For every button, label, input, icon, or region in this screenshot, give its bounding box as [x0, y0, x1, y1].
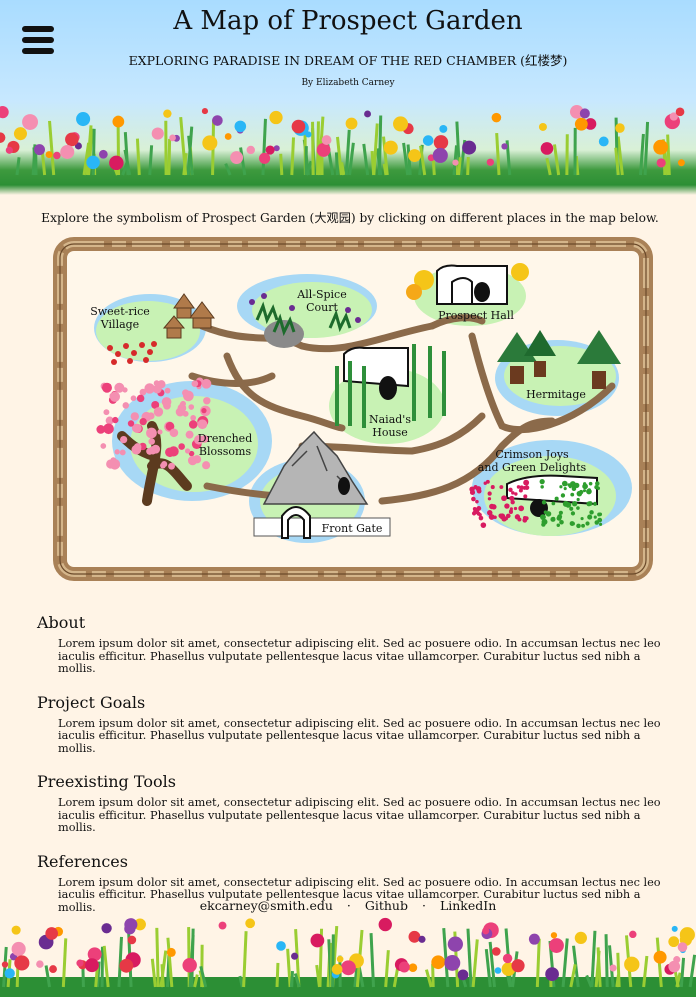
hamburger-menu-icon[interactable] [22, 26, 54, 54]
references-section: References Lorem ipsum dolor sit amet, c… [37, 851, 677, 915]
place-label: Crimson Joys [495, 448, 569, 461]
cherry-tree-icon [96, 377, 212, 506]
project-goals-section: Project Goals Lorem ipsum dolor sit amet… [37, 692, 677, 756]
footer-separator: · [346, 898, 351, 913]
gate-arch-icon [281, 506, 311, 539]
page-title: A Map of Prospect Garden [173, 6, 523, 36]
footer: ekcarney@smith.edu · Github · LinkedIn [0, 898, 696, 913]
place-label: Naiad's [369, 413, 411, 426]
place-sweet-rice-village[interactable]: Sweet-rice Village [90, 293, 215, 365]
place-label: Drenched [198, 432, 252, 445]
bamboo-house-icon [335, 344, 446, 428]
flower-border-top [0, 105, 685, 176]
about-section: About Lorem ipsum dolor sit amet, consec… [37, 612, 677, 676]
garden-map: Sweet-rice Village All-Spice Court Prosp… [53, 237, 653, 581]
place-drenched-blossoms[interactable]: Drenched Blossoms [96, 377, 252, 506]
section-heading: Preexisting Tools [37, 772, 176, 791]
page-subtitle: EXPLORING PARADISE IN DREAM OF THE RED C… [128, 53, 568, 68]
pine-trees-icon [497, 330, 621, 389]
place-label: All-Spice [296, 288, 346, 301]
place-label: Court [306, 301, 338, 314]
section-heading: About [37, 613, 86, 632]
footer-separator: · [421, 898, 426, 913]
place-label: Village [100, 318, 139, 331]
place-prospect-hall[interactable]: Prospect Hall [406, 263, 529, 322]
hut-icon [162, 293, 215, 339]
author-byline: By Elizabeth Carney [301, 78, 395, 88]
place-crimson-joys-green-delights[interactable]: Crimson Joys and Green Delights [469, 448, 603, 529]
place-label: House [372, 426, 407, 439]
place-label: Hermitage [526, 388, 586, 401]
rice-field-icon [107, 341, 157, 365]
rock-mountain-icon [262, 430, 369, 505]
section-body: Lorem ipsum dolor sit amet, consectetur … [58, 875, 661, 914]
place-label: Front Gate [322, 522, 383, 535]
linkedin-link[interactable]: LinkedIn [439, 898, 497, 913]
content-sections: About Lorem ipsum dolor sit amet, consec… [37, 612, 677, 930]
herb-plants-icon [249, 293, 361, 348]
section-heading: Project Goals [37, 692, 146, 712]
section-heading: References [37, 851, 128, 871]
flower-border-bottom [0, 917, 696, 997]
place-label: Blossoms [199, 445, 252, 458]
place-hermitage[interactable]: Hermitage [497, 330, 621, 401]
place-all-spice-court[interactable]: All-Spice Court [249, 288, 361, 348]
courtyard-icon [469, 474, 603, 529]
hall-gate-icon [406, 263, 529, 305]
section-body: Lorem ipsum dolor sit amet, consectetur … [58, 796, 661, 834]
place-label: Sweet-rice [90, 305, 150, 318]
place-naiads-house[interactable]: Naiad's House [335, 344, 446, 439]
place-label: and Green Delights [478, 461, 587, 474]
place-front-gate[interactable]: Front Gate [253, 430, 391, 539]
header-banner: A Map of Prospect Garden EXPLORING PARAD… [0, 0, 696, 195]
github-link[interactable]: Github [364, 898, 408, 913]
intro-text: Explore the symbolism of Prospect Garden… [41, 211, 659, 225]
place-label: Prospect Hall [438, 309, 514, 322]
email-link[interactable]: ekcarney@smith.edu [199, 898, 333, 913]
preexisting-tools-section: Preexisting Tools Lorem ipsum dolor sit … [37, 771, 677, 835]
section-body: Lorem ipsum dolor sit amet, consectetur … [58, 716, 661, 755]
section-body: Lorem ipsum dolor sit amet, consectetur … [58, 637, 661, 675]
